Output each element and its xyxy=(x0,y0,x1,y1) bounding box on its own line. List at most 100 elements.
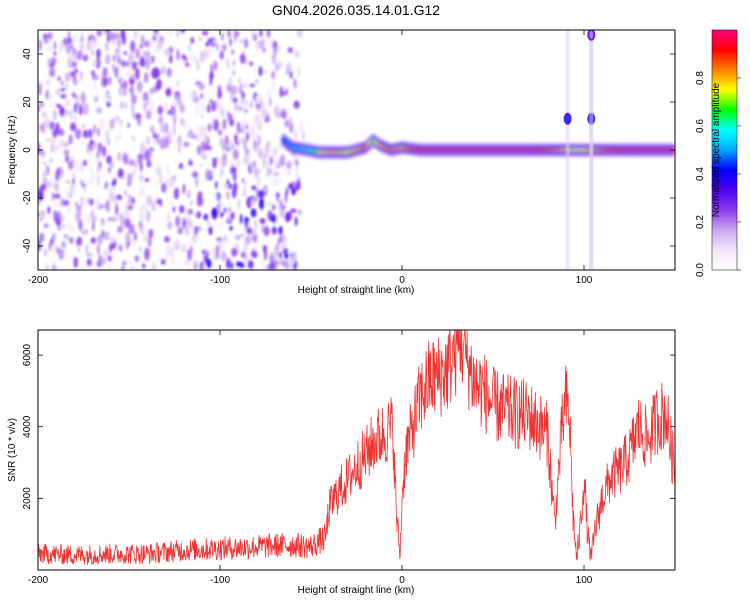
spectrogram-noise-cell xyxy=(108,162,114,169)
spectrogram-noise-cell xyxy=(149,99,155,111)
spectrogram-noise-cell xyxy=(166,164,171,177)
spectrogram-noise-cell xyxy=(93,124,96,134)
y-tick-label: 40 xyxy=(22,48,33,60)
spectrogram-noise-cell xyxy=(231,188,237,199)
spectrogram-noise-cell xyxy=(71,156,74,168)
spectrogram-noise-cell xyxy=(221,250,227,262)
y-tick-label: 4000 xyxy=(22,415,33,438)
spectrogram-noise-cell xyxy=(119,101,124,109)
spectrogram-spikes xyxy=(563,30,596,270)
spectrogram-noise-cell xyxy=(105,199,110,212)
spectrogram-noise-cell xyxy=(155,258,159,263)
spectrogram-noise-cell xyxy=(175,159,179,165)
spectrogram-noise-cell xyxy=(200,102,207,112)
figure-title: GN04.2026.035.14.01.G12 xyxy=(272,2,440,18)
spectrogram-noise-cell xyxy=(120,220,124,228)
spectrogram-noise-cell xyxy=(108,76,111,86)
spectrogram-noise-cell xyxy=(222,118,227,131)
spectrogram-noise-cell xyxy=(268,118,272,123)
colorbar-gradient xyxy=(712,30,737,270)
spectrogram-noise-cell xyxy=(40,183,47,191)
spectrogram-noise-cell xyxy=(164,122,169,134)
spectrogram-noise-cell xyxy=(225,212,228,218)
spectrogram-noise-cell xyxy=(273,56,278,62)
spectrogram-noise-cell xyxy=(259,30,263,38)
spectrogram-noise-cell xyxy=(220,164,225,172)
spectrogram-noise-cell xyxy=(73,52,78,64)
spectrogram-noise-cell xyxy=(118,244,123,252)
spectrogram-noise-cell xyxy=(77,209,82,219)
spectrogram-noise-cell xyxy=(227,207,232,213)
spectrogram-noise-cell xyxy=(232,148,239,160)
spectrogram-noise-cell xyxy=(204,90,207,102)
spectrogram-noise-cell xyxy=(91,144,97,150)
spectrogram-noise-cell xyxy=(67,223,72,231)
spectrogram-noise-cell xyxy=(180,104,186,114)
spectrogram-noise-cell xyxy=(38,82,41,92)
spectrogram-noise-cell xyxy=(111,117,115,130)
spectrogram-noise-cell xyxy=(273,171,280,177)
spectrogram-noise-cell xyxy=(104,231,110,241)
spectrogram-noise-cell xyxy=(260,38,266,49)
spectrogram-noise-cell xyxy=(231,166,237,173)
spectrogram-noise-cell xyxy=(136,81,143,93)
spectrogram-noise-cell xyxy=(173,123,176,136)
spectrogram-noise-cell xyxy=(86,143,90,154)
spectrogram-noise-cell xyxy=(60,224,67,229)
spectrogram-noise-cell xyxy=(38,159,41,170)
spectrogram-noise-cell xyxy=(249,101,253,109)
spectrogram-noise-cell xyxy=(104,95,108,102)
spectrogram-noise-cell xyxy=(254,144,259,154)
spectrogram-noise-cell xyxy=(41,149,45,158)
spectrogram-noise-cell xyxy=(212,39,218,45)
spectrogram-noise-cell xyxy=(256,187,259,199)
spectrogram-noise-cell xyxy=(202,264,206,270)
spectrogram-noise-cell xyxy=(275,260,280,266)
spectrogram-noise-cell xyxy=(73,68,79,74)
spectrogram-noise-cell xyxy=(169,179,175,188)
spectrogram-noise-cell xyxy=(97,149,101,159)
spectrogram-noise-cell xyxy=(124,176,128,181)
spectrogram-noise-cell xyxy=(121,59,125,68)
spectrogram-noise-cell xyxy=(95,198,100,211)
snr-frame xyxy=(37,329,676,571)
spectrogram-noise-cell xyxy=(59,215,66,221)
spectrogram-noise-cell xyxy=(68,134,73,145)
spectrogram-noise-cell xyxy=(59,40,64,51)
spectrogram-noise-cell xyxy=(295,159,298,165)
spectrogram-noise-cell xyxy=(245,132,250,141)
spectrogram-noise-cell xyxy=(232,170,237,182)
spectrogram-noise-cell xyxy=(283,233,286,244)
spectrogram-noise-cell xyxy=(103,247,109,260)
spectrogram-noise-cell xyxy=(39,153,42,159)
spectrogram-noise-cell xyxy=(139,44,143,49)
spectrogram-noise-cell xyxy=(218,199,222,208)
spectrogram-noise-cell xyxy=(226,191,230,201)
spectrogram-noise-cell xyxy=(276,192,279,203)
spectrogram-noise-cell xyxy=(218,223,224,228)
spectrogram-noise-cell xyxy=(60,198,64,207)
spectrogram-noise-cell xyxy=(219,50,224,60)
spectrogram-noise-cell xyxy=(73,103,77,114)
x-tick-label: -100 xyxy=(210,575,230,586)
spectrogram-noise-cell xyxy=(279,154,286,167)
spectrogram-noise-cell xyxy=(203,133,208,144)
spectrogram-noise-cell xyxy=(167,30,174,35)
spectrogram-noise-cell xyxy=(284,120,290,128)
spectrogram-noise-cell xyxy=(130,84,134,97)
spectrogram-noise-cell xyxy=(190,36,195,45)
spectrogram-noise-cell xyxy=(215,244,220,256)
spectrogram-noise-cell xyxy=(103,76,108,87)
spectrogram-noise-cell xyxy=(114,135,120,141)
spectrogram-noise-cell xyxy=(146,195,153,206)
spectrogram-noise-cell xyxy=(78,219,83,231)
spectrogram-noise-cell xyxy=(149,87,156,94)
spectrogram-noise-cell xyxy=(217,84,221,94)
spectrogram-noise-cell xyxy=(144,248,150,261)
spectrogram-noise-cell xyxy=(200,93,203,99)
spectrogram-noise-cell xyxy=(266,264,272,270)
spectrogram-noise-cell xyxy=(69,182,75,194)
spectrogram-noise-cell xyxy=(243,153,250,166)
spectrogram-noise-cell xyxy=(161,182,167,193)
spectrogram-noise-cell xyxy=(98,254,103,266)
